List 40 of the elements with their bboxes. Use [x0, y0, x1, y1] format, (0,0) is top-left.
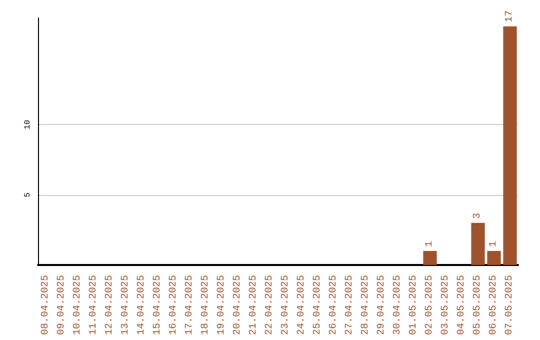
bar [487, 250, 501, 265]
x-tick-label: 28.04.2025 [360, 274, 372, 336]
x-tick-label: 10.04.2025 [72, 274, 84, 336]
x-tick-label: 16.04.2025 [168, 274, 180, 336]
x-tick-label: 11.04.2025 [88, 274, 100, 336]
bar [503, 26, 517, 265]
x-tick-label: 05.05.2025 [472, 274, 484, 336]
x-tick-label: 14.04.2025 [136, 274, 148, 336]
x-tick-label: 15.04.2025 [152, 274, 164, 336]
bar [471, 222, 485, 265]
x-tick-label: 19.04.2025 [216, 274, 228, 336]
y-tick-label: 5 [24, 192, 32, 198]
data-label: 3 [472, 212, 484, 219]
data-label: 1 [488, 240, 500, 247]
data-label: 1 [424, 240, 436, 247]
x-tick-label: 09.04.2025 [56, 274, 68, 336]
x-tick-label: 07.05.2025 [504, 274, 516, 336]
x-tick-label: 01.05.2025 [408, 274, 420, 336]
x-tick-label: 08.04.2025 [40, 274, 52, 336]
x-tick-label: 23.04.2025 [280, 274, 292, 336]
x-tick-label: 25.04.2025 [312, 274, 324, 336]
x-tick-label: 22.04.2025 [264, 274, 276, 336]
x-tick-label: 29.04.2025 [376, 274, 388, 336]
x-tick-label: 12.04.2025 [104, 274, 116, 336]
x-tick-label: 18.04.2025 [200, 274, 212, 336]
x-tick-label: 26.04.2025 [328, 274, 340, 336]
x-tick-label: 06.05.2025 [488, 274, 500, 336]
data-label: 17 [504, 10, 516, 22]
x-tick-label: 21.04.2025 [248, 274, 260, 336]
x-tick-label: 30.04.2025 [392, 274, 404, 336]
x-tick-label: 03.05.2025 [440, 274, 452, 336]
bar [423, 250, 437, 265]
x-tick-label: 13.04.2025 [120, 274, 132, 336]
x-tick-label: 02.05.2025 [424, 274, 436, 336]
x-tick-label: 20.04.2025 [232, 274, 244, 336]
x-tick-label: 17.04.2025 [184, 274, 196, 336]
x-tick-label: 27.04.2025 [344, 274, 356, 336]
y-tick-label: 10 [24, 120, 32, 130]
x-tick-label: 04.05.2025 [456, 274, 468, 336]
x-tick-label: 24.04.2025 [296, 274, 308, 336]
